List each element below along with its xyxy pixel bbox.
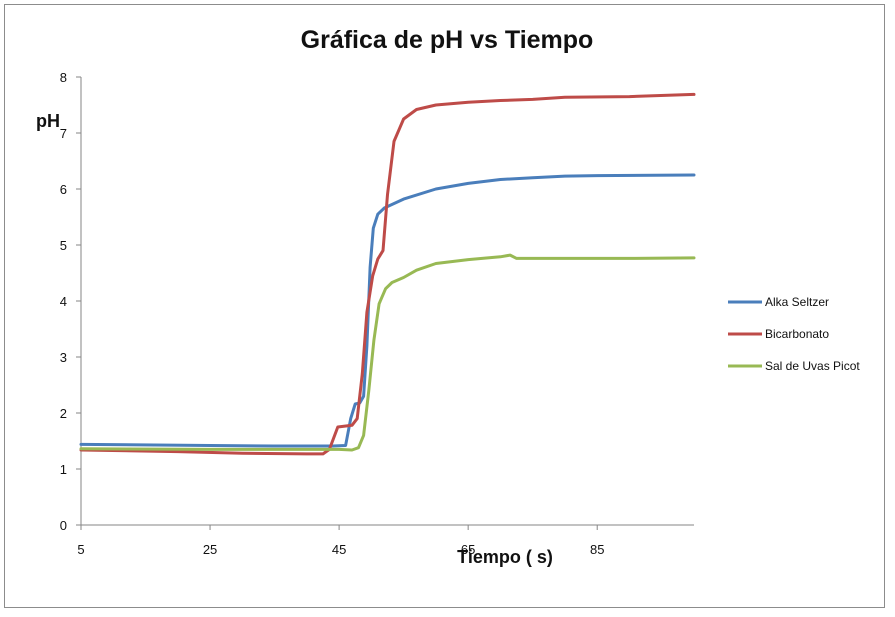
y-tick-label: 8 xyxy=(60,70,67,85)
x-tick-label: 65 xyxy=(461,542,475,557)
y-tick-label: 3 xyxy=(60,350,67,365)
legend-label-alka-seltzer: Alka Seltzer xyxy=(765,295,829,309)
y-tick-label: 0 xyxy=(60,518,67,533)
x-axis-label: Tiempo ( s) xyxy=(457,547,553,567)
x-tick-label: 25 xyxy=(203,542,217,557)
x-tick-label: 5 xyxy=(77,542,84,557)
y-tick-label: 1 xyxy=(60,462,67,477)
y-axis-label: pH xyxy=(36,111,60,131)
y-tick-label: 6 xyxy=(60,182,67,197)
legend-label-sal-de-uvas-picot: Sal de Uvas Picot xyxy=(765,359,860,373)
chart-title: Gráfica de pH vs Tiempo xyxy=(301,26,594,54)
series-line-bicarbonato xyxy=(79,92,696,456)
y-tick-label: 4 xyxy=(60,294,67,309)
legend-label-bicarbonato: Bicarbonato xyxy=(765,327,829,341)
x-tick-label: 85 xyxy=(590,542,604,557)
legend: Alka Seltzer Bicarbonato Sal de Uvas Picot xyxy=(728,295,860,373)
series-line-alka-seltzer xyxy=(79,173,696,448)
x-tick-label: 45 xyxy=(332,542,346,557)
series-line-sal-de-uvas-picot xyxy=(79,253,696,452)
y-tick-label: 2 xyxy=(60,406,67,421)
y-tick-label: 7 xyxy=(60,126,67,141)
y-tick-label: 5 xyxy=(60,238,67,253)
